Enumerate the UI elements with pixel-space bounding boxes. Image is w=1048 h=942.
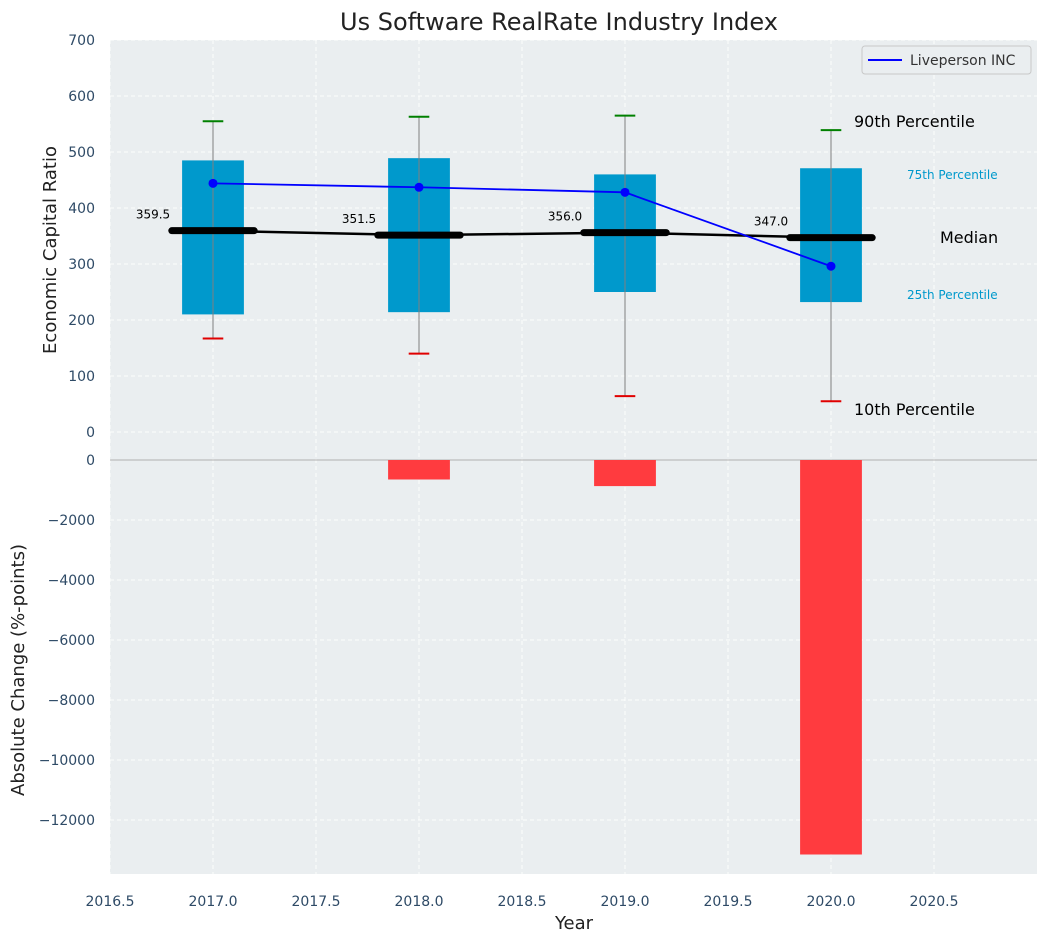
annotation-90th: 90th Percentile <box>854 112 975 131</box>
top-y-tick-label: 400 <box>68 201 95 217</box>
x-ticks: 2016.5 2017.0 2017.5 2018.0 2018.5 2019.0 2019… <box>86 894 959 910</box>
x-tick-label: 2017.0 <box>189 894 238 910</box>
x-tick-label: 2018.5 <box>498 894 547 910</box>
bottom-y-tick-label: −2000 <box>48 513 95 529</box>
company-point <box>414 182 424 192</box>
bottom-panel: 0 −2000 −4000 −6000 −8000 −10000 −12000 Absolu… <box>8 453 1037 874</box>
bottom-y-tick-label: −4000 <box>48 573 95 589</box>
x-tick-label: 2019.5 <box>704 894 753 910</box>
top-panel: 0 100 200 300 400 500 600 700 359.5 351.5 356.0 34… <box>40 33 1037 459</box>
legend: Liveperson INC <box>861 45 1032 75</box>
bottom-y-tick-label: 0 <box>86 453 95 469</box>
x-tick-label: 2018.0 <box>395 894 444 910</box>
x-tick-label: 2017.5 <box>292 894 341 910</box>
annotation-25th: 25th Percentile <box>907 288 998 302</box>
median-value-label: 356.0 <box>548 210 582 224</box>
x-tick-label: 2019.0 <box>601 894 650 910</box>
bottom-y-ticks: 0 −2000 −4000 −6000 −8000 −10000 −12000 <box>39 453 95 829</box>
median-value-label: 351.5 <box>342 212 376 226</box>
top-y-tick-label: 100 <box>68 369 95 385</box>
x-tick-label: 2016.5 <box>86 894 135 910</box>
top-y-tick-label: 300 <box>68 257 95 273</box>
change-bar <box>388 460 450 480</box>
x-tick-label: 2020.5 <box>910 894 959 910</box>
change-bars <box>388 460 862 855</box>
top-y-ticks: 0 100 200 300 400 500 600 700 <box>68 33 95 441</box>
bottom-y-tick-label: −6000 <box>48 633 95 649</box>
x-axis-label: Year <box>554 913 594 934</box>
median-trend-line <box>212 229 832 239</box>
top-plot-background <box>110 40 1037 459</box>
chart-title: Us Software RealRate Industry Index <box>340 8 778 36</box>
x-tick-label: 2020.0 <box>807 894 856 910</box>
top-y-axis-label: Economic Capital Ratio <box>40 146 61 354</box>
company-point <box>826 261 836 271</box>
top-y-tick-label: 0 <box>86 425 95 441</box>
company-point <box>620 187 630 197</box>
annotation-75th: 75th Percentile <box>907 168 998 182</box>
top-gridlines <box>109 39 1037 459</box>
bottom-y-axis-label: Absolute Change (%-points) <box>8 544 29 796</box>
top-y-tick-label: 200 <box>68 313 95 329</box>
legend-box <box>861 45 1032 75</box>
bottom-y-tick-label: −12000 <box>39 813 95 829</box>
change-bar <box>594 460 656 487</box>
bottom-gridlines <box>109 459 1037 874</box>
bottom-y-tick-label: −8000 <box>48 693 95 709</box>
change-bar <box>800 460 862 855</box>
bottom-plot-background <box>110 459 1037 874</box>
top-y-tick-label: 500 <box>68 145 95 161</box>
median-value-label: 347.0 <box>754 215 788 229</box>
median-line-group: 359.5 351.5 356.0 347.0 <box>136 208 876 242</box>
top-y-tick-label: 600 <box>68 89 95 105</box>
company-series <box>208 178 836 271</box>
percentile-annotations: 90th Percentile 75th Percentile Median 2… <box>854 112 998 419</box>
legend-label: Liveperson INC <box>910 53 1016 69</box>
company-point <box>208 178 218 188</box>
bottom-y-tick-label: −10000 <box>39 753 95 769</box>
company-line <box>212 182 832 268</box>
median-value-label: 359.5 <box>136 208 170 222</box>
annotation-10th: 10th Percentile <box>854 400 975 419</box>
top-y-tick-label: 700 <box>68 33 95 49</box>
annotation-median: Median <box>940 228 998 247</box>
